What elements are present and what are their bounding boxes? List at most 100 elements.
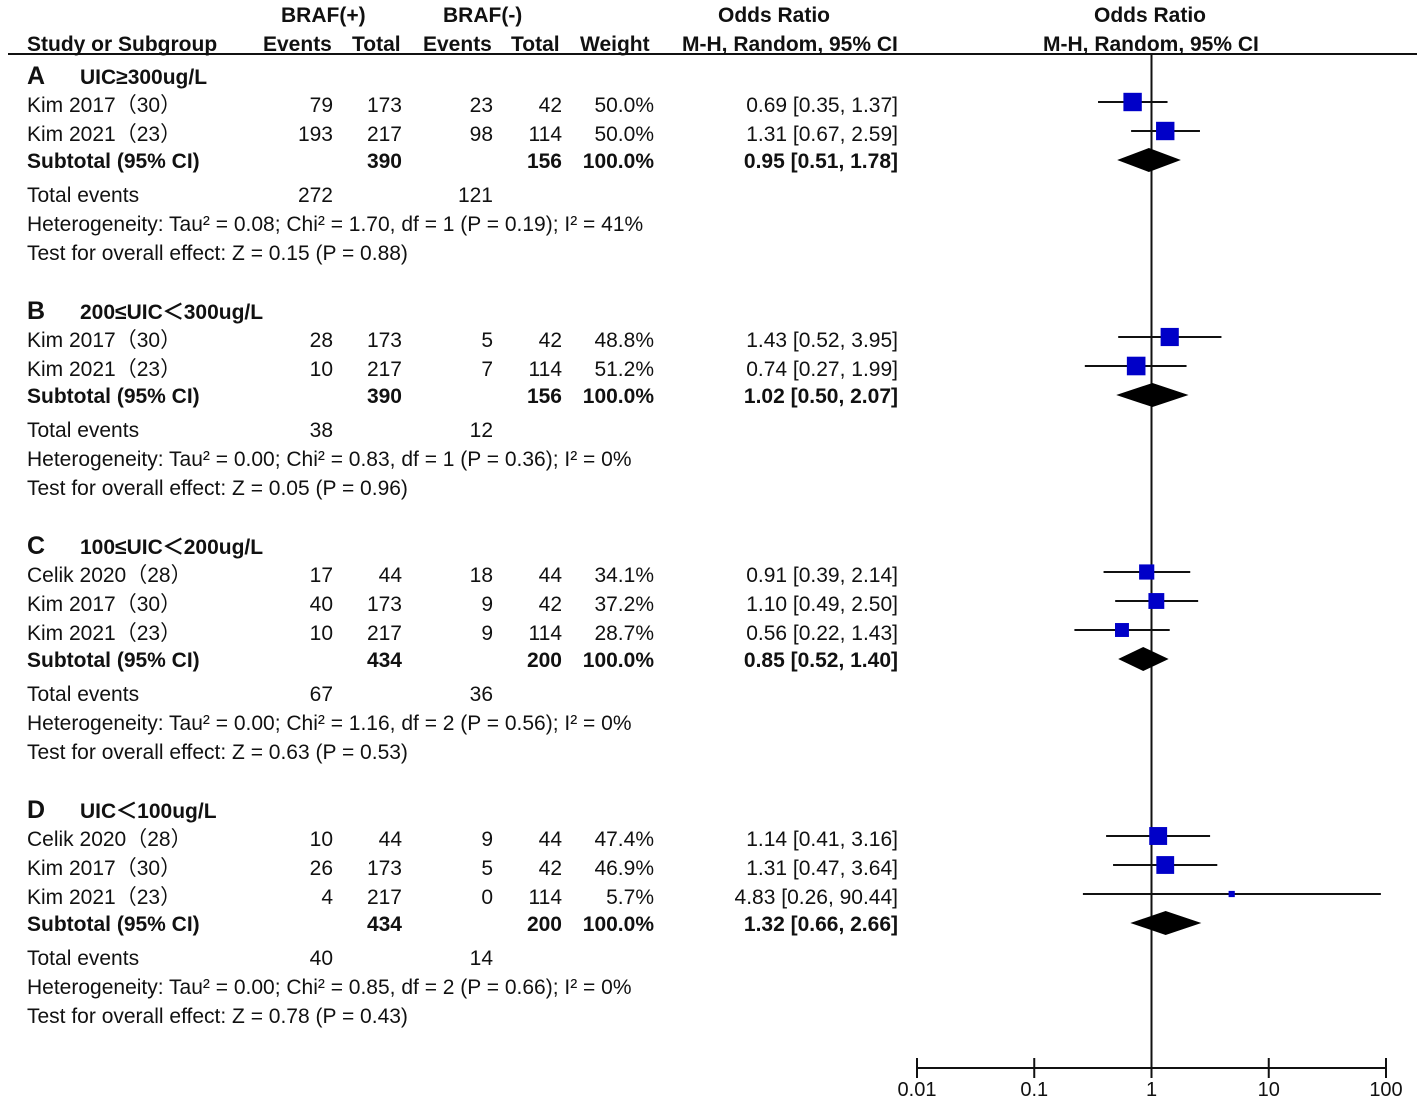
total-braf-pos: 173 [366, 329, 402, 352]
subtotal-weight: 100.0% [582, 649, 654, 672]
study-name: Kim 2021（23） [27, 358, 182, 381]
subtotal-odds-ratio: 0.85 [0.52, 1.40] [743, 649, 898, 672]
study-weight: 46.9% [594, 857, 654, 880]
col-study-header: Study or Subgroup [27, 33, 218, 56]
study-odds-ratio: 0.56 [0.22, 1.43] [746, 622, 898, 645]
total-braf-pos: 217 [366, 358, 402, 381]
odds-ratio-title-left: Odds Ratio [718, 4, 831, 27]
heterogeneity-text: Heterogeneity: Tau² = 0.00; Chi² = 0.83,… [27, 448, 632, 471]
total-braf-pos: 44 [378, 564, 402, 587]
study-effect-marker [1228, 890, 1235, 898]
study-effect-marker [1156, 121, 1175, 141]
total-events-label: Total events [27, 683, 140, 706]
study-odds-ratio: 1.10 [0.49, 2.50] [746, 593, 898, 616]
events-braf-neg: 18 [469, 564, 493, 587]
total-braf-neg: 44 [538, 828, 562, 851]
group1-header: BRAF(+) [281, 4, 366, 27]
group-letter: C [27, 532, 46, 560]
study-odds-ratio: 1.31 [0.67, 2.59] [746, 123, 898, 146]
study-effect-marker [1139, 564, 1155, 580]
subtotal-label: Subtotal (95% CI) [27, 913, 200, 936]
overall-effect-text: Test for overall effect: Z = 0.78 (P = 0… [27, 1005, 408, 1028]
total-events-label: Total events [27, 419, 140, 442]
total-events-label: Total events [27, 947, 140, 970]
total-events-label: Total events [27, 184, 140, 207]
group-title: UIC≥300ug/L [80, 66, 208, 89]
study-name: Kim 2021（23） [27, 622, 182, 645]
total-braf-pos: 217 [366, 123, 402, 146]
total-events-braf-neg: 12 [469, 419, 493, 442]
study-weight: 50.0% [594, 123, 654, 146]
total-events-braf-pos: 67 [309, 683, 333, 706]
events-braf-neg: 7 [481, 358, 493, 381]
group-title: 100≤UIC＜200ug/L [80, 536, 264, 559]
group-title: UIC＜100ug/L [80, 800, 217, 823]
study-weight: 48.8% [594, 329, 654, 352]
study-odds-ratio: 0.69 [0.35, 1.37] [746, 94, 898, 117]
col-events1-header: Events [263, 33, 332, 56]
total-events-braf-pos: 272 [297, 184, 333, 207]
subtotal-total-braf-pos: 434 [366, 649, 402, 672]
subtotal-label: Subtotal (95% CI) [27, 649, 200, 672]
study-name: Kim 2021（23） [27, 123, 182, 146]
study-odds-ratio: 1.43 [0.52, 3.95] [746, 329, 898, 352]
group2-header: BRAF(-) [443, 4, 523, 27]
study-effect-marker [1156, 856, 1175, 874]
study-weight: 47.4% [594, 828, 654, 851]
total-braf-neg: 114 [528, 886, 562, 909]
study-odds-ratio: 0.91 [0.39, 2.14] [746, 564, 898, 587]
group-letter: A [27, 62, 46, 90]
subtotal-diamond [1116, 383, 1189, 407]
subtotal-total-braf-neg: 200 [526, 913, 562, 936]
x-axis-tick-label: 0.1 [1020, 1079, 1048, 1101]
events-braf-pos: 26 [309, 857, 333, 880]
events-braf-neg: 5 [481, 329, 493, 352]
study-name: Celik 2020（28） [27, 828, 192, 851]
total-braf-pos: 173 [366, 593, 402, 616]
events-braf-pos: 17 [309, 564, 333, 587]
subtotal-diamond [1118, 647, 1169, 671]
events-braf-neg: 9 [481, 828, 493, 851]
study-name: Kim 2021（23） [27, 886, 182, 909]
study-effect-marker [1148, 593, 1165, 609]
total-braf-neg: 42 [538, 329, 562, 352]
study-weight: 50.0% [594, 94, 654, 117]
overall-effect-text: Test for overall effect: Z = 0.15 (P = 0… [27, 242, 408, 265]
total-events-braf-pos: 38 [309, 419, 333, 442]
x-axis-tick-label: 1 [1146, 1079, 1157, 1101]
events-braf-pos: 79 [309, 94, 333, 117]
heterogeneity-text: Heterogeneity: Tau² = 0.00; Chi² = 0.85,… [27, 976, 632, 999]
x-axis-tick-label: 0.01 [898, 1079, 937, 1101]
group-title: 200≤UIC＜300ug/L [80, 301, 264, 324]
study-weight: 28.7% [594, 622, 654, 645]
study-effect-marker [1115, 623, 1129, 637]
study-effect-marker [1126, 356, 1146, 376]
study-odds-ratio: 1.31 [0.47, 3.64] [746, 857, 898, 880]
overall-effect-text: Test for overall effect: Z = 0.63 (P = 0… [27, 741, 408, 764]
group-letter: B [27, 297, 46, 325]
total-events-braf-neg: 14 [469, 947, 493, 970]
study-name: Kim 2017（30） [27, 593, 182, 616]
total-braf-pos: 44 [378, 828, 402, 851]
study-name: Kim 2017（30） [27, 329, 182, 352]
x-axis-tick-label: 100 [1369, 1079, 1402, 1101]
subtotal-total-braf-neg: 200 [526, 649, 562, 672]
col-method-left-header: M-H, Random, 95% CI [682, 33, 898, 56]
overall-effect-text: Test for overall effect: Z = 0.05 (P = 0… [27, 477, 408, 500]
total-braf-pos: 217 [366, 886, 402, 909]
col-total1-header: Total [352, 33, 401, 56]
total-braf-neg: 44 [538, 564, 562, 587]
study-weight: 5.7% [606, 886, 654, 909]
subtotal-weight: 100.0% [582, 913, 654, 936]
study-name: Kim 2017（30） [27, 94, 182, 117]
subtotal-odds-ratio: 1.02 [0.50, 2.07] [743, 385, 898, 408]
subtotal-total-braf-neg: 156 [526, 385, 562, 408]
subtotal-diamond [1117, 148, 1181, 172]
events-braf-pos: 10 [309, 622, 333, 645]
events-braf-pos: 40 [309, 593, 333, 616]
subtotal-odds-ratio: 1.32 [0.66, 2.66] [743, 913, 898, 936]
study-odds-ratio: 1.14 [0.41, 3.16] [746, 828, 898, 851]
events-braf-pos: 28 [309, 329, 333, 352]
study-effect-marker [1149, 827, 1168, 845]
total-braf-pos: 173 [366, 857, 402, 880]
